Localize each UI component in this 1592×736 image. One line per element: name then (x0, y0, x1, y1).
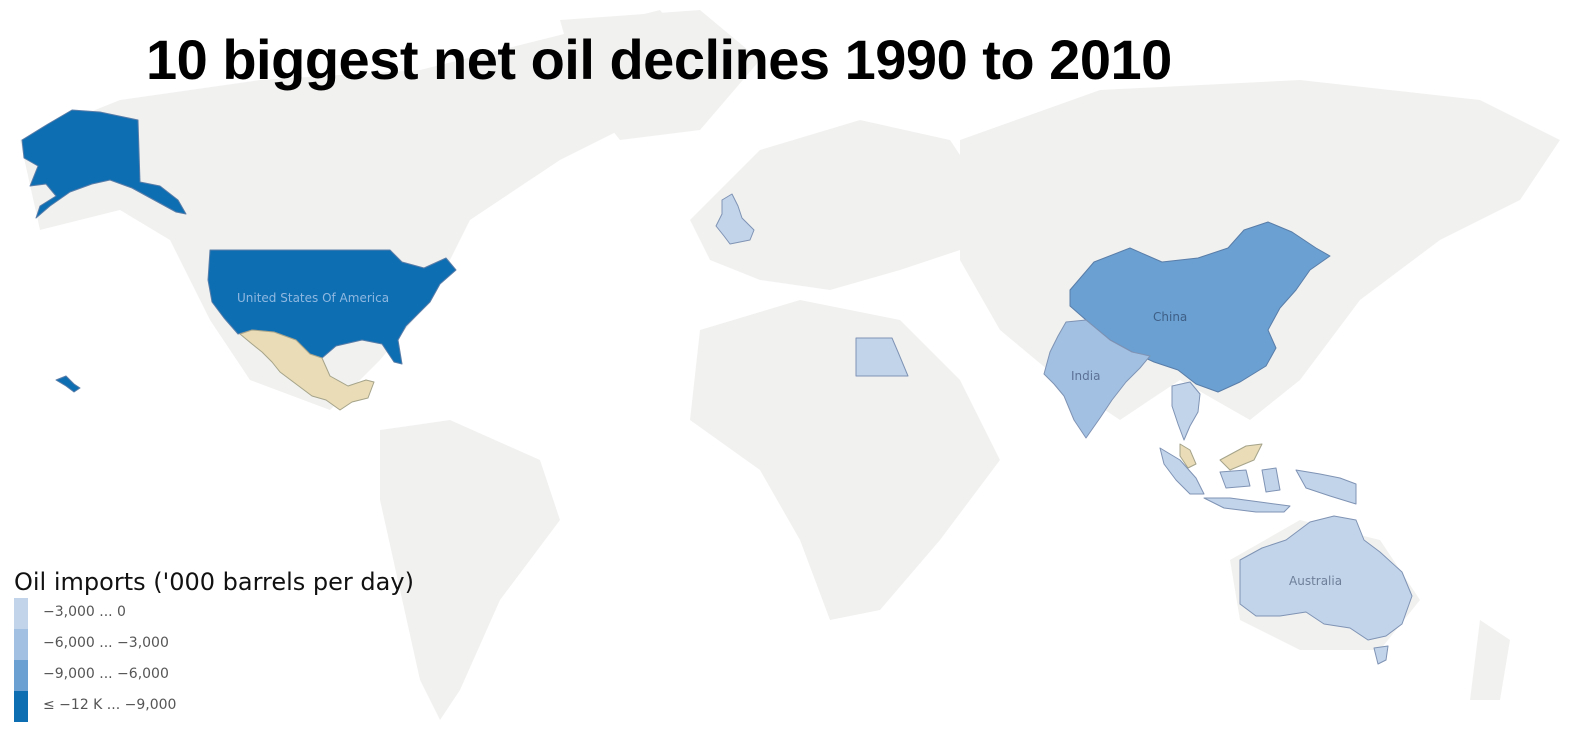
country-australia[interactable] (1239, 515, 1413, 641)
label-india: India (1071, 369, 1101, 383)
legend-item: −9,000 ... −6,000 (14, 660, 314, 691)
land-africa (690, 300, 1000, 620)
map-title: 10 biggest net oil declines 1990 to 2010 (146, 28, 1172, 91)
legend-label: −9,000 ... −6,000 (43, 666, 169, 682)
legend-label: ≤ −12 K ... −9,000 (43, 697, 177, 713)
country-indonesia[interactable] (1159, 447, 1357, 513)
legend-label: −3,000 ... 0 (43, 604, 126, 620)
label-china: China (1153, 310, 1188, 324)
legend-item: −6,000 ... −3,000 (14, 629, 314, 660)
label-united-states: United States Of America (237, 291, 390, 305)
land-greenland (560, 10, 760, 140)
legend-title: Oil imports ('000 barrels per day) (14, 568, 414, 596)
legend-swatch (14, 691, 28, 722)
country-australia-tasmania[interactable] (1373, 645, 1389, 665)
land-new-zealand (1470, 620, 1510, 700)
land-south-america (380, 420, 560, 720)
legend-label: −6,000 ... −3,000 (43, 635, 169, 651)
highlighted-countries (21, 109, 1413, 665)
country-united-kingdom[interactable] (715, 193, 755, 245)
legend-swatch (14, 660, 28, 691)
country-usa-mainland[interactable] (207, 249, 457, 365)
land-europe (690, 120, 990, 290)
legend-swatch (14, 598, 28, 629)
legend-item: ≤ −12 K ... −9,000 (14, 691, 314, 722)
country-malaysia[interactable] (1179, 443, 1263, 471)
country-india[interactable] (1043, 319, 1151, 439)
country-mexico[interactable] (239, 329, 375, 411)
label-australia: Australia (1289, 574, 1343, 588)
country-usa-hawaii[interactable] (55, 375, 81, 393)
land-north-america (20, 10, 700, 410)
legend-swatch (14, 629, 28, 660)
map-legend: Oil imports ('000 barrels per day) −3,00… (14, 570, 534, 730)
legend-item: −3,000 ... 0 (14, 598, 314, 629)
country-usa-alaska[interactable] (21, 109, 187, 219)
base-land (20, 10, 1560, 720)
country-egypt[interactable] (855, 337, 909, 377)
country-thailand[interactable] (1171, 381, 1201, 441)
